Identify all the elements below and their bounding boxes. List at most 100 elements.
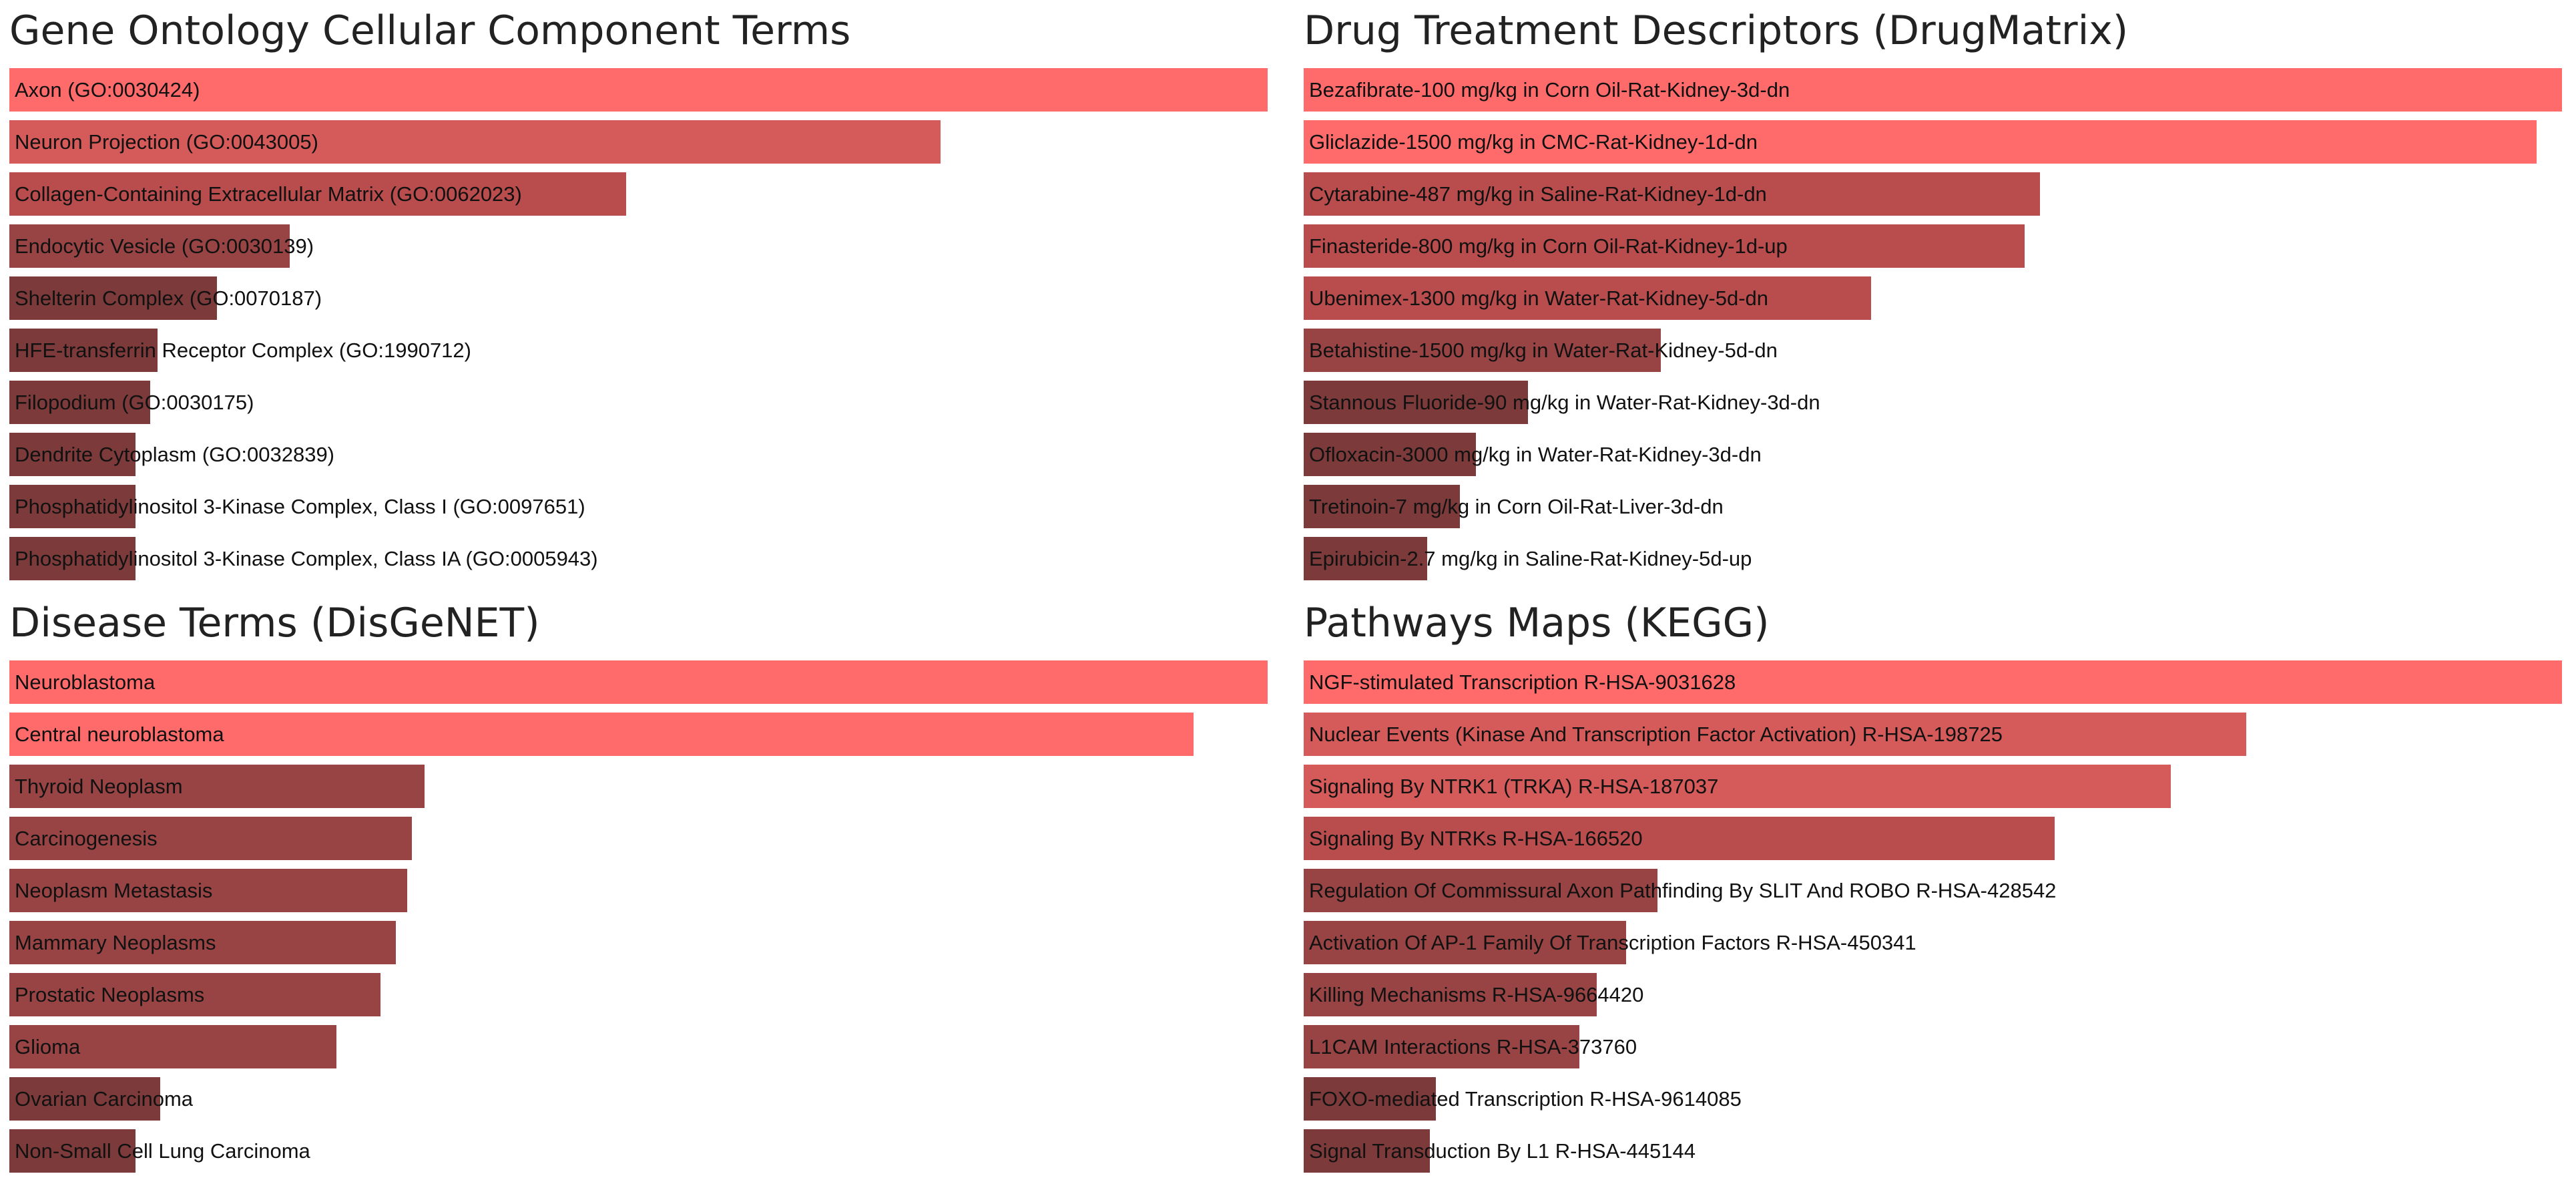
- bar-row: Regulation Of Commissural Axon Pathfindi…: [1304, 869, 2562, 912]
- bar-label: Nuclear Events (Kinase And Transcription…: [1309, 723, 2003, 746]
- bar: [1304, 713, 2246, 756]
- bar: [1304, 276, 1871, 320]
- bar: [1304, 973, 1597, 1016]
- panel-title: Gene Ontology Cellular Component Terms: [9, 7, 851, 54]
- bar: [9, 224, 290, 268]
- bar-row: Finasteride-800 mg/kg in Corn Oil-Rat-Ki…: [1304, 224, 2562, 268]
- bar-label: NGF-stimulated Transcription R-HSA-90316…: [1309, 670, 1736, 694]
- bar: [9, 120, 941, 164]
- bar-row: Non-Small Cell Lung Carcinoma: [9, 1129, 1268, 1173]
- bar: [9, 537, 136, 580]
- bar: [1304, 869, 1657, 912]
- bar: [9, 817, 412, 860]
- bar: [9, 869, 407, 912]
- bar-label: Finasteride-800 mg/kg in Corn Oil-Rat-Ki…: [1309, 234, 1788, 258]
- bar: [9, 276, 217, 320]
- bar: [9, 485, 136, 528]
- panel-title: Pathways Maps (KEGG): [1304, 600, 1770, 646]
- bar: [9, 172, 626, 216]
- bar-row: Thyroid Neoplasm: [9, 765, 1268, 808]
- bar-label: Bezafibrate-100 mg/kg in Corn Oil-Rat-Ki…: [1309, 78, 1790, 102]
- bar: [1304, 765, 2171, 808]
- bar-label: Ubenimex-1300 mg/kg in Water-Rat-Kidney-…: [1309, 286, 1769, 310]
- bar-label: Neuron Projection (GO:0043005): [15, 130, 318, 154]
- bar-label: Central neuroblastoma: [15, 723, 224, 746]
- bar-row: Gliclazide-1500 mg/kg in CMC-Rat-Kidney-…: [1304, 120, 2562, 164]
- bar-row: Axon (GO:0030424): [9, 68, 1268, 112]
- bar-row: Nuclear Events (Kinase And Transcription…: [1304, 713, 2562, 756]
- bar-label: Killing Mechanisms R-HSA-9664420: [1309, 983, 1644, 1006]
- bar-row: Mammary Neoplasms: [9, 921, 1268, 964]
- bar-row: Dendrite Cytoplasm (GO:0032839): [9, 433, 1268, 476]
- bar-row: Bezafibrate-100 mg/kg in Corn Oil-Rat-Ki…: [1304, 68, 2562, 112]
- bar: [1304, 224, 2025, 268]
- bar-row: Signal Transduction By L1 R-HSA-445144: [1304, 1129, 2562, 1173]
- bar-row: NGF-stimulated Transcription R-HSA-90316…: [1304, 660, 2562, 704]
- panel-title: Drug Treatment Descriptors (DrugMatrix): [1304, 7, 2129, 54]
- bar: [9, 381, 150, 424]
- bar-label: Mammary Neoplasms: [15, 931, 216, 954]
- bar-row: Ofloxacin-3000 mg/kg in Water-Rat-Kidney…: [1304, 433, 2562, 476]
- bar-label: Neoplasm Metastasis: [15, 879, 213, 902]
- bar: [1304, 172, 2040, 216]
- bar-label: Phosphatidylinositol 3-Kinase Complex, C…: [15, 495, 585, 518]
- bar-label: Phosphatidylinositol 3-Kinase Complex, C…: [15, 547, 598, 570]
- bar-label: Axon (GO:0030424): [15, 78, 200, 102]
- bar-row: Cytarabine-487 mg/kg in Saline-Rat-Kidne…: [1304, 172, 2562, 216]
- bar-row: Ubenimex-1300 mg/kg in Water-Rat-Kidney-…: [1304, 276, 2562, 320]
- bar-label: Epirubicin-2.7 mg/kg in Saline-Rat-Kidne…: [1309, 547, 1752, 570]
- bar: [9, 68, 1268, 112]
- bar-row: Collagen-Containing Extracellular Matrix…: [9, 172, 1268, 216]
- bar: [1304, 329, 1661, 372]
- bar-row: Filopodium (GO:0030175): [9, 381, 1268, 424]
- bar-label: Activation Of AP-1 Family Of Transcripti…: [1309, 931, 1916, 954]
- bar: [1304, 120, 2537, 164]
- bar-label: Signaling By NTRKs R-HSA-166520: [1309, 827, 1643, 850]
- bar-label: Stannous Fluoride-90 mg/kg in Water-Rat-…: [1309, 391, 1820, 414]
- bar: [1304, 381, 1528, 424]
- bar-label: Neuroblastoma: [15, 670, 156, 694]
- bar-row: Betahistine-1500 mg/kg in Water-Rat-Kidn…: [1304, 329, 2562, 372]
- panel-title: Disease Terms (DisGeNET): [9, 600, 540, 646]
- bar: [9, 713, 1194, 756]
- bar-label: Shelterin Complex (GO:0070187): [15, 286, 322, 310]
- bar-row: Activation Of AP-1 Family Of Transcripti…: [1304, 921, 2562, 964]
- bar: [9, 1025, 336, 1068]
- bar-row: Prostatic Neoplasms: [9, 973, 1268, 1016]
- bar-row: Carcinogenesis: [9, 817, 1268, 860]
- bar-row: Neoplasm Metastasis: [9, 869, 1268, 912]
- bar: [9, 329, 158, 372]
- bar-label: Non-Small Cell Lung Carcinoma: [15, 1139, 310, 1163]
- bar-label: Glioma: [15, 1035, 81, 1058]
- bar: [1304, 68, 2562, 112]
- bar-label: Dendrite Cytoplasm (GO:0032839): [15, 443, 335, 466]
- bar-label: Betahistine-1500 mg/kg in Water-Rat-Kidn…: [1309, 339, 1778, 362]
- bar-label: Signal Transduction By L1 R-HSA-445144: [1309, 1139, 1696, 1163]
- bar-row: Ovarian Carcinoma: [9, 1077, 1268, 1121]
- bar: [1304, 1077, 1436, 1121]
- bar-label: Filopodium (GO:0030175): [15, 391, 254, 414]
- bar: [1304, 817, 2055, 860]
- bar-row: Killing Mechanisms R-HSA-9664420: [1304, 973, 2562, 1016]
- bar-label: Carcinogenesis: [15, 827, 158, 850]
- bar-row: FOXO-mediated Transcription R-HSA-961408…: [1304, 1077, 2562, 1121]
- bar: [1304, 537, 1427, 580]
- bar: [1304, 433, 1476, 476]
- bar: [9, 921, 396, 964]
- bar-label: HFE-transferrin Receptor Complex (GO:199…: [15, 339, 471, 362]
- bar-label: Regulation Of Commissural Axon Pathfindi…: [1309, 879, 2057, 902]
- bar: [1304, 485, 1460, 528]
- bar: [9, 765, 425, 808]
- bar-label: Tretinoin-7 mg/kg in Corn Oil-Rat-Liver-…: [1309, 495, 1724, 518]
- bar-label: Signaling By NTRK1 (TRKA) R-HSA-187037: [1309, 775, 1719, 798]
- bar-label: Collagen-Containing Extracellular Matrix…: [15, 182, 522, 206]
- bar: [9, 973, 380, 1016]
- bar: [9, 433, 136, 476]
- bar-row: Tretinoin-7 mg/kg in Corn Oil-Rat-Liver-…: [1304, 485, 2562, 528]
- bar: [1304, 660, 2562, 704]
- bar-label: Ovarian Carcinoma: [15, 1087, 194, 1111]
- bar-row: Endocytic Vesicle (GO:0030139): [9, 224, 1268, 268]
- bar-label: Prostatic Neoplasms: [15, 983, 205, 1006]
- bar-label: Endocytic Vesicle (GO:0030139): [15, 234, 314, 258]
- bar-row: Neuroblastoma: [9, 660, 1268, 704]
